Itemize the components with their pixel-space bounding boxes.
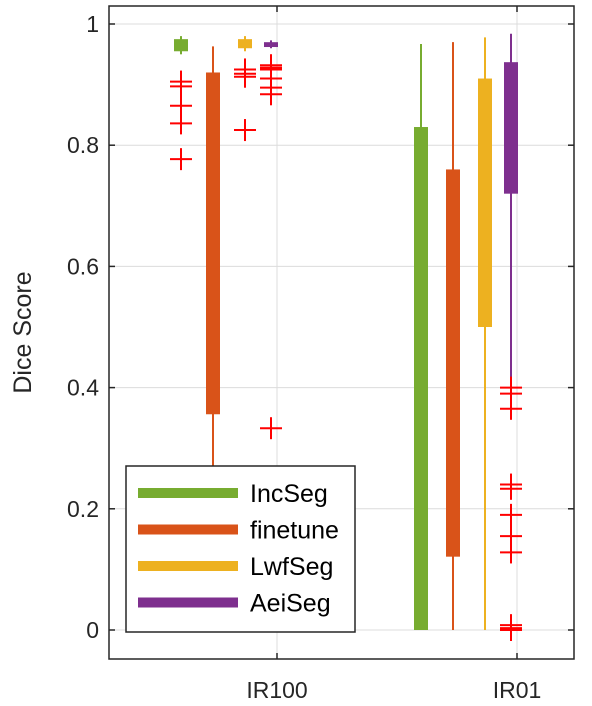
box-LwfSeg-IR01[interactable]: [478, 37, 492, 630]
legend[interactable]: IncSeg finetune LwfSeg AeiSeg: [125, 465, 356, 633]
box-body: [504, 62, 518, 194]
legend-item-LwfSeg[interactable]: LwfSeg: [138, 553, 333, 581]
box-AeiSeg-IR01[interactable]: [500, 33, 522, 641]
box-body: [174, 39, 188, 52]
x-tick-label: IR100: [246, 677, 307, 703]
axis-ticks: 0 0.2 0.4 0.6 0.8 1 IR100 IR01: [67, 6, 574, 703]
outlier-marker: [170, 148, 192, 171]
box-body: [478, 78, 492, 327]
legend-label: IncSeg: [250, 480, 328, 508]
boxes-layer: [170, 33, 522, 641]
box-body: [206, 72, 220, 415]
y-tick-label: 0.6: [67, 253, 99, 279]
y-tick-label: 0.4: [67, 375, 99, 401]
outlier-marker: [500, 503, 522, 526]
outlier-marker: [234, 119, 256, 142]
outlier-marker: [500, 397, 522, 420]
box-body: [446, 169, 460, 557]
outlier-marker: [500, 541, 522, 564]
plot-frame: [108, 5, 575, 660]
box-body: [264, 42, 278, 48]
box-IncSeg-IR01[interactable]: [414, 43, 428, 631]
box-body: [238, 39, 252, 49]
box-LwfSeg-IR100[interactable]: [234, 36, 256, 142]
legend-label: AeiSeg: [250, 590, 331, 618]
legend-item-finetune[interactable]: finetune: [138, 517, 339, 545]
y-tick-label: 0.8: [67, 132, 99, 158]
box-body: [414, 127, 428, 631]
y-tick-label: 1: [86, 11, 99, 37]
legend-label: LwfSeg: [250, 553, 333, 581]
outlier-marker: [260, 83, 282, 106]
y-tick-label: 0.2: [67, 496, 99, 522]
outlier-marker: [260, 417, 282, 440]
outlier-marker: [234, 65, 256, 88]
box-AeiSeg-IR100[interactable]: [260, 40, 282, 440]
outlier-marker: [500, 477, 522, 500]
y-tick-label: 0: [86, 617, 99, 643]
y-axis-label: Dice Score: [9, 271, 37, 393]
box-finetune-IR01[interactable]: [446, 42, 460, 630]
outlier-marker: [170, 112, 192, 135]
box-IncSeg-IR100[interactable]: [170, 36, 192, 171]
legend-label: finetune: [250, 517, 339, 545]
legend-item-AeiSeg[interactable]: AeiSeg: [138, 590, 331, 618]
legend-item-IncSeg[interactable]: IncSeg: [138, 480, 328, 508]
outlier-marker: [500, 619, 522, 641]
outlier-marker: [170, 75, 192, 98]
x-tick-label: IR01: [493, 677, 542, 703]
